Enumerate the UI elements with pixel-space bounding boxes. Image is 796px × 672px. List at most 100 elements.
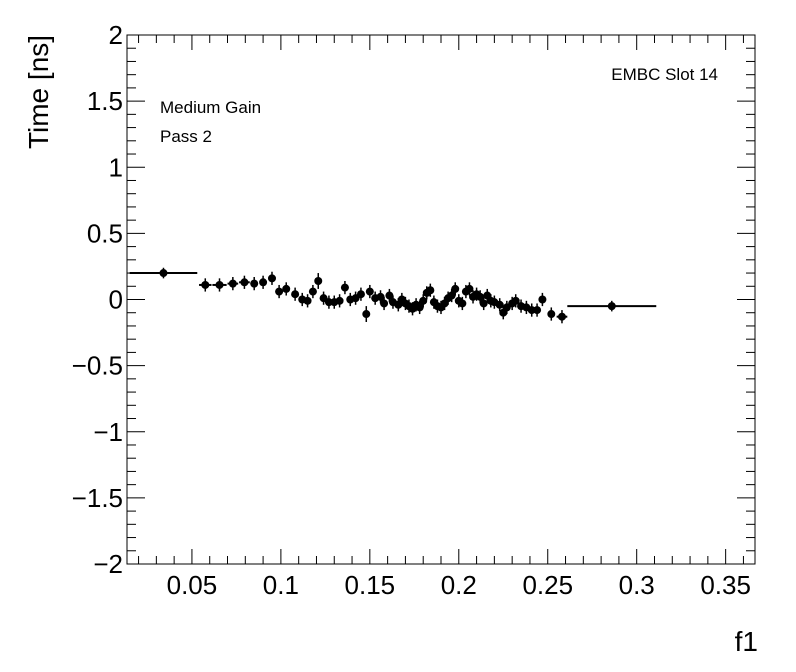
data-point <box>340 280 349 295</box>
data-series <box>129 267 657 324</box>
slot-label: EMBC Slot 14 <box>611 65 718 84</box>
point-marker <box>282 284 291 293</box>
data-point <box>282 282 291 296</box>
y-tick-label: −1.5 <box>72 483 123 513</box>
data-point <box>212 278 227 292</box>
data-point <box>275 284 284 299</box>
data-point <box>250 277 259 291</box>
point-marker <box>495 300 504 309</box>
x-tick-label: 0.35 <box>700 570 751 600</box>
data-point <box>385 288 394 303</box>
point-marker <box>385 291 394 300</box>
data-point <box>415 300 424 315</box>
point-marker <box>314 276 323 285</box>
data-point <box>476 290 485 304</box>
pass-label: Pass 2 <box>160 127 212 146</box>
x-tick-label: 0.25 <box>522 570 573 600</box>
y-tick-label: −1 <box>93 417 123 447</box>
x-tick-label: 0.15 <box>345 570 396 600</box>
point-marker <box>201 280 210 289</box>
data-point <box>495 298 504 312</box>
data-point <box>426 283 435 297</box>
point-marker <box>380 299 389 308</box>
point-marker <box>479 299 488 308</box>
data-point <box>538 292 547 307</box>
data-point <box>380 296 389 311</box>
point-marker <box>426 286 435 295</box>
gain-label: Medium Gain <box>160 98 261 117</box>
y-tick-label: 2 <box>109 20 123 50</box>
data-point <box>419 294 428 308</box>
data-point <box>308 284 317 299</box>
point-marker <box>547 310 556 319</box>
y-tick-label: 1 <box>109 152 123 182</box>
data-point <box>567 300 657 312</box>
data-point <box>291 287 300 301</box>
data-point <box>239 275 250 289</box>
point-marker <box>362 310 371 319</box>
y-tick-label: −0.5 <box>72 351 123 381</box>
data-point <box>447 288 456 303</box>
data-point <box>533 303 542 317</box>
point-marker <box>215 280 224 289</box>
tick-labels: 0.05 0.1 0.15 0.2 0.25 0.3 0.35 −2 −1.5 −1 −0.5 0 0.… <box>72 20 751 600</box>
x-tick-label: 0.2 <box>441 570 477 600</box>
data-point <box>356 287 365 301</box>
plot-frame <box>126 34 756 565</box>
point-marker <box>419 296 428 305</box>
point-marker <box>275 287 284 296</box>
point-marker <box>458 299 467 308</box>
data-point <box>365 284 374 299</box>
point-marker <box>511 296 520 305</box>
x-axis-title: f1 <box>735 626 758 657</box>
point-marker <box>267 274 276 283</box>
point-marker <box>447 291 456 300</box>
data-point <box>267 271 276 285</box>
x-tick-label: 0.05 <box>167 570 218 600</box>
data-point <box>129 267 198 279</box>
point-marker <box>250 279 259 288</box>
point-marker <box>451 284 460 293</box>
data-point <box>479 296 488 311</box>
data-point <box>465 282 474 296</box>
data-point <box>522 300 531 315</box>
data-point <box>259 275 268 289</box>
data-point <box>362 306 371 322</box>
point-marker <box>533 306 542 315</box>
data-point <box>451 282 460 296</box>
point-marker <box>335 296 344 305</box>
x-tick-label: 0.1 <box>263 570 299 600</box>
axis-ticks <box>127 34 755 565</box>
point-marker <box>159 269 168 278</box>
y-tick-label: −2 <box>93 549 123 579</box>
data-point <box>303 294 312 308</box>
data-point <box>314 273 323 289</box>
data-point <box>199 278 212 292</box>
data-point <box>547 307 556 321</box>
data-point <box>376 290 385 304</box>
y-tick-label: 1.5 <box>87 86 123 116</box>
point-marker <box>465 284 474 293</box>
y-tick-label: 0.5 <box>87 218 123 248</box>
point-marker <box>303 296 312 305</box>
point-marker <box>376 292 385 301</box>
point-marker <box>538 295 547 304</box>
x-tick-label: 0.3 <box>619 570 655 600</box>
point-marker <box>259 278 268 287</box>
data-point <box>335 294 344 308</box>
point-marker <box>607 302 616 311</box>
point-marker <box>308 287 317 296</box>
data-point <box>227 277 239 291</box>
data-point <box>346 292 355 307</box>
point-marker <box>557 312 566 321</box>
point-marker <box>228 279 237 288</box>
data-point <box>458 296 467 311</box>
data-point <box>511 294 520 308</box>
point-marker <box>340 283 349 292</box>
y-tick-label: 0 <box>109 285 123 315</box>
point-marker <box>356 290 365 299</box>
point-marker <box>291 290 300 299</box>
point-marker <box>415 303 424 312</box>
point-marker <box>365 287 374 296</box>
